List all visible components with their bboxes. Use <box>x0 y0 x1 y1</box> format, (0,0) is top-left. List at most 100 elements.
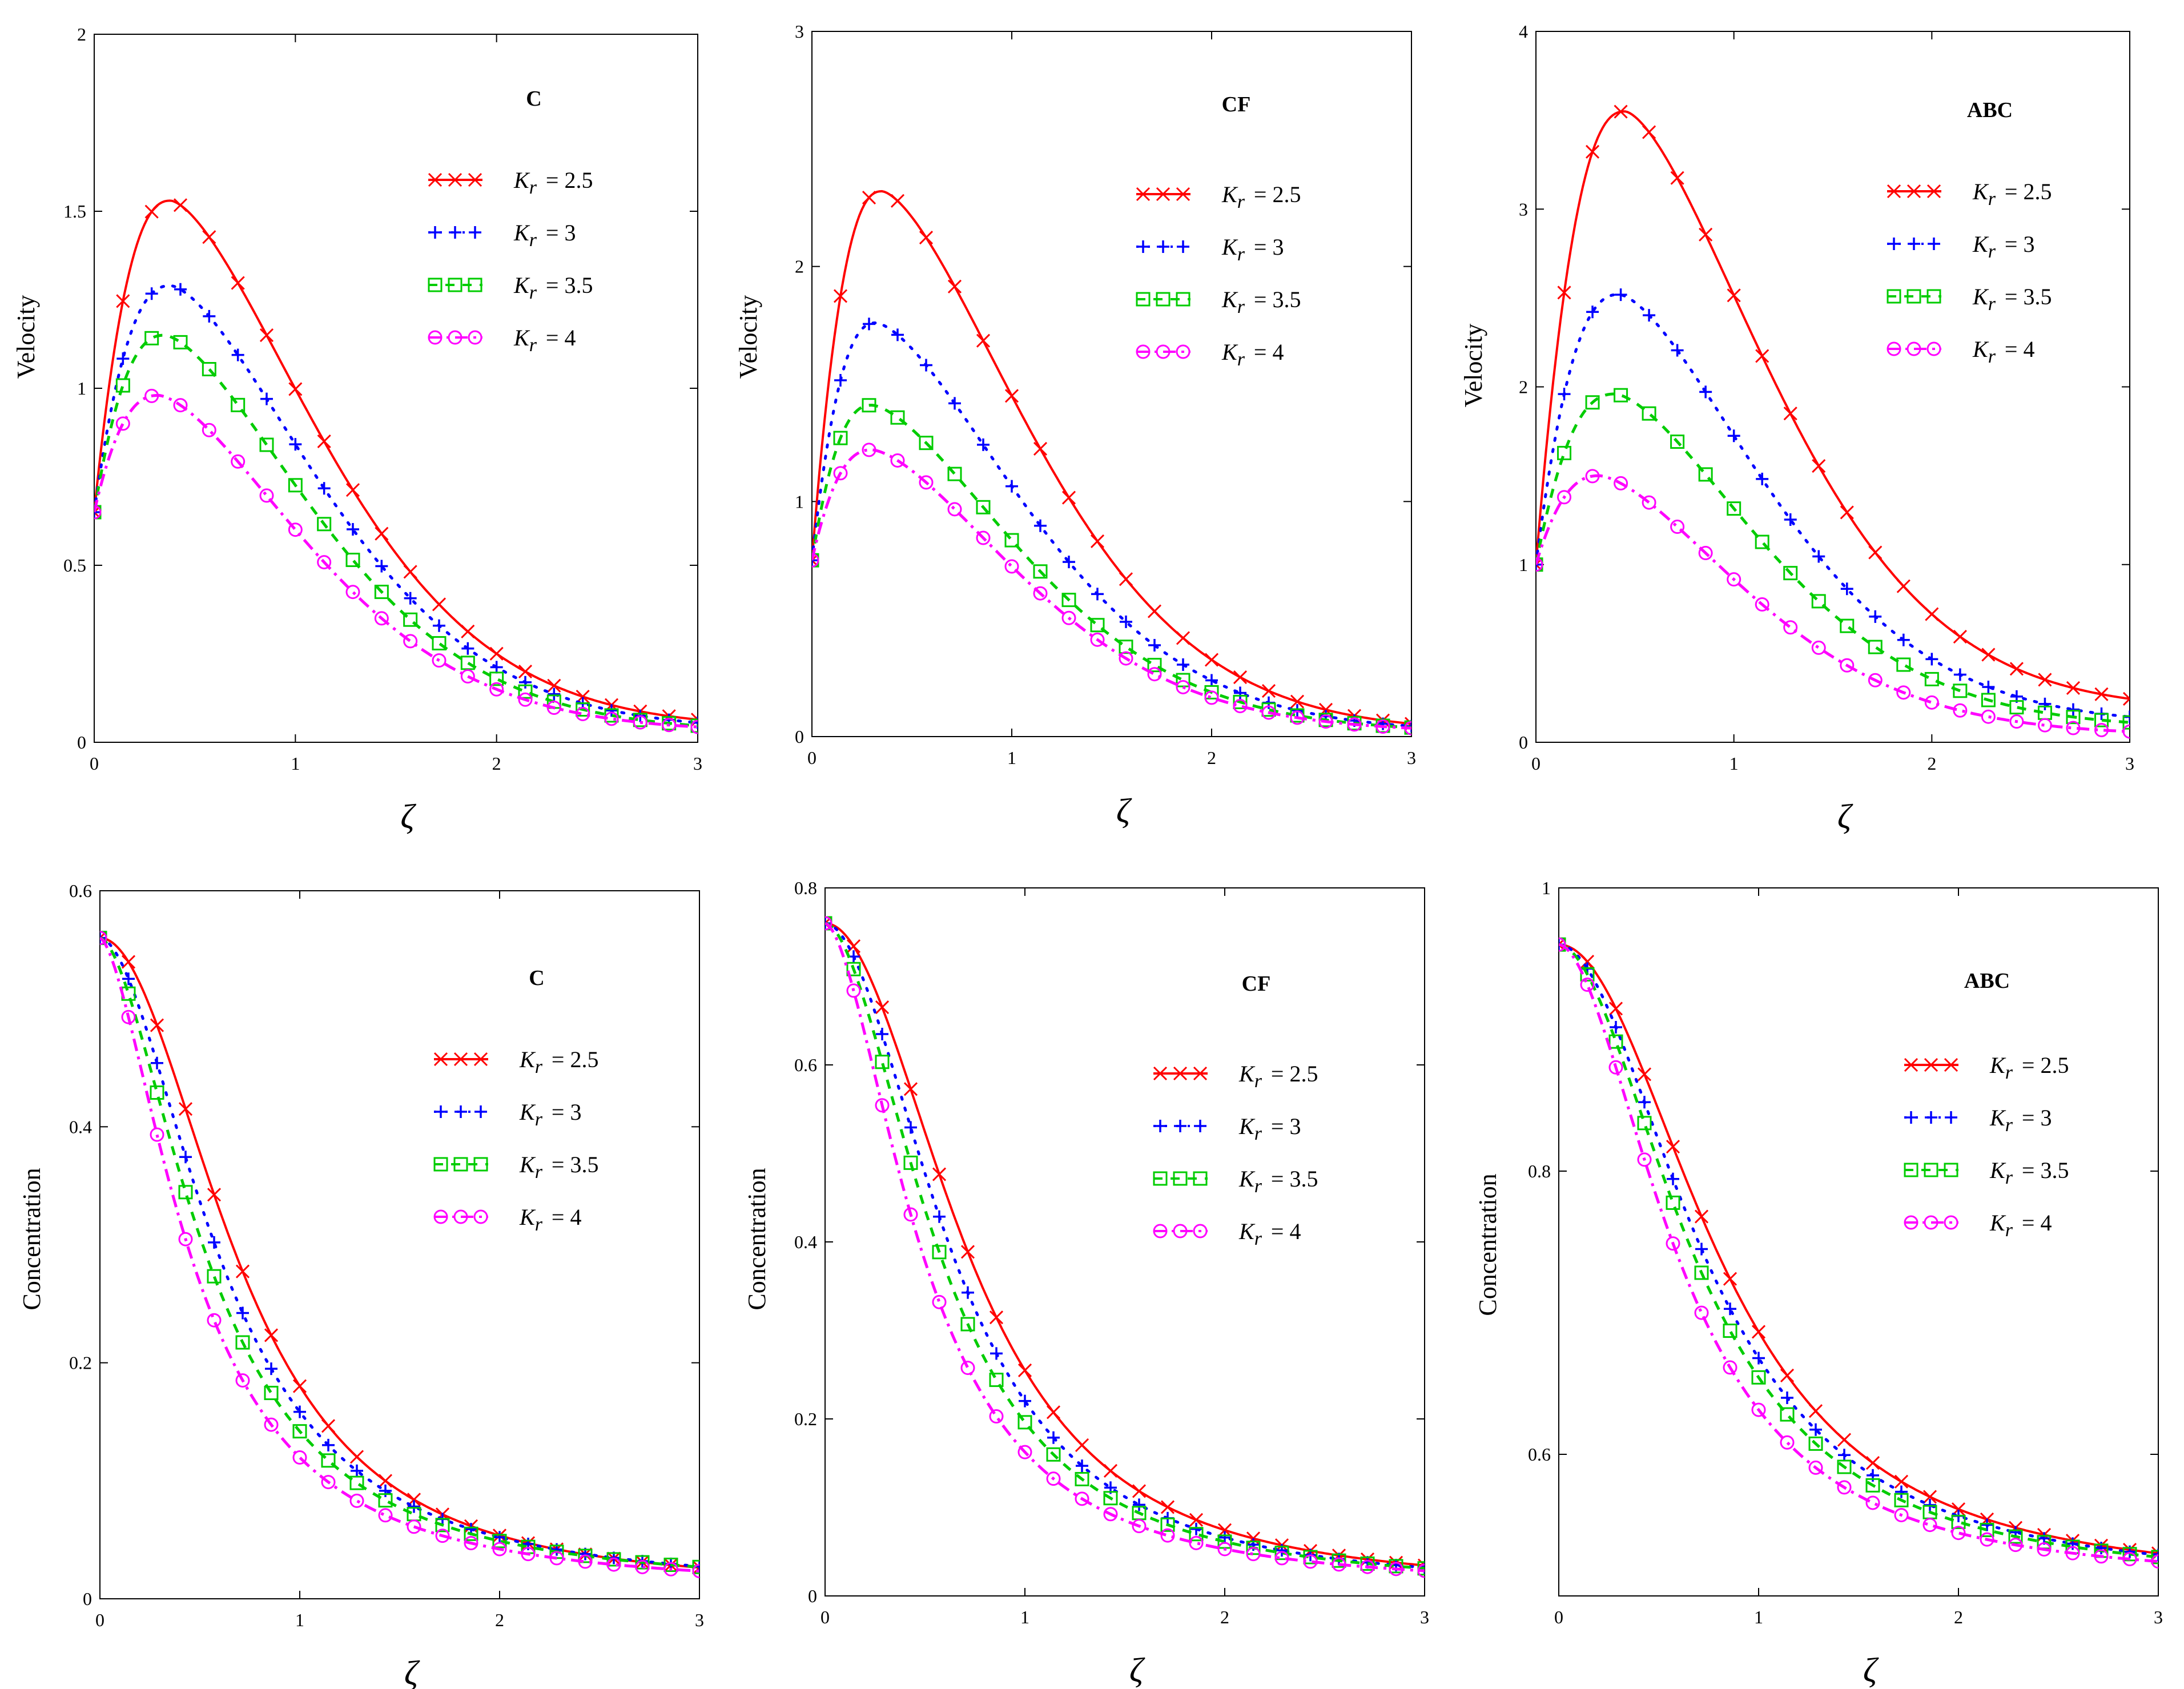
data-point <box>150 1018 164 1032</box>
x-tick-label: 2 <box>1207 747 1216 768</box>
data-point <box>1666 1140 1680 1154</box>
legend-marker <box>453 1157 468 1172</box>
legend-label: Kr = 2.5 <box>1972 179 2052 210</box>
x-axis-label: ζ <box>400 798 416 835</box>
data-point <box>989 1310 1004 1325</box>
legend-marker <box>1193 1224 1208 1238</box>
legend-marker <box>1177 240 1189 253</box>
data-point <box>435 1518 450 1533</box>
data-point <box>2066 703 2080 716</box>
x-tick-label: 1 <box>1754 1607 1763 1627</box>
data-point <box>236 1306 249 1320</box>
data-point <box>1922 1518 1937 1533</box>
data-point <box>1924 695 1939 710</box>
data-point <box>1147 667 1162 682</box>
data-point <box>519 675 532 689</box>
data-point <box>549 1551 564 1566</box>
data-point <box>1922 1490 1937 1504</box>
data-point <box>1666 1195 1680 1210</box>
data-point <box>1637 1067 1652 1081</box>
data-point <box>1417 1563 1425 1578</box>
data-point <box>1666 1236 1680 1251</box>
data-point <box>403 565 417 579</box>
x-axis-label: ζ <box>1116 792 1132 830</box>
series-line <box>1536 293 2130 718</box>
data-point <box>1004 389 1019 403</box>
legend-marker <box>1887 184 1901 199</box>
data-point <box>1586 305 1599 319</box>
data-point <box>846 962 861 976</box>
series-2 <box>812 317 1411 733</box>
data-point <box>2151 1554 2158 1569</box>
data-point <box>1812 550 1825 563</box>
legend-label: Kr = 2.5 <box>1221 182 1301 212</box>
legend-marker <box>428 330 443 345</box>
legend-marker <box>1887 341 1901 356</box>
series-line <box>100 936 699 1569</box>
data-point <box>1783 407 1797 421</box>
data-point <box>1727 288 1741 303</box>
data-point <box>2038 673 2052 687</box>
data-point <box>349 1450 364 1464</box>
legend-marker <box>435 1105 447 1118</box>
data-point <box>288 522 303 537</box>
data-point <box>933 1210 946 1223</box>
data-point <box>1727 572 1741 587</box>
data-point <box>347 523 359 536</box>
data-point <box>1812 459 1826 473</box>
data-point <box>976 333 991 348</box>
data-point <box>947 502 962 517</box>
legend-marker <box>468 172 482 187</box>
data-point <box>1261 705 1276 720</box>
legend-item-1: Kr = 2.5 <box>433 1047 598 1077</box>
data-point <box>288 478 303 493</box>
legend-marker <box>1194 1120 1206 1132</box>
data-point <box>548 687 561 701</box>
data-point <box>1865 1456 1880 1470</box>
data-point <box>1614 104 1628 119</box>
legend-label: Kr = 4 <box>1221 339 1284 370</box>
data-point <box>404 592 417 605</box>
data-point <box>1670 171 1684 185</box>
legend-label: Kr = 3.5 <box>1989 1157 2069 1188</box>
data-point <box>2037 1542 2052 1557</box>
legend-item-3: Kr = 3.5 <box>433 1152 598 1183</box>
data-point <box>321 1475 336 1490</box>
data-point <box>1132 1519 1147 1534</box>
data-point <box>432 653 447 668</box>
x-axis-label: ζ <box>1863 1651 1879 1689</box>
data-point <box>460 656 475 670</box>
y-tick-label: 0 <box>795 726 804 747</box>
data-point <box>375 526 389 541</box>
data-point <box>292 1379 307 1393</box>
data-point <box>403 612 418 627</box>
data-point <box>1233 694 1248 709</box>
data-point <box>1290 694 1305 709</box>
x-tick-label: 1 <box>291 753 300 774</box>
data-point <box>1205 674 1218 687</box>
data-point <box>207 1269 222 1284</box>
legend-item-2: Kr = 3 <box>1153 1113 1301 1144</box>
data-point <box>2094 1549 2109 1564</box>
legend-marker <box>473 1209 488 1224</box>
data-point <box>1868 673 1883 687</box>
data-point <box>1404 721 1411 735</box>
data-point <box>692 1564 699 1579</box>
x-tick-label: 0 <box>1554 1607 1563 1627</box>
data-point <box>1303 1554 1318 1569</box>
legend-marker <box>1904 1215 1918 1230</box>
data-point <box>690 719 698 734</box>
data-point <box>259 328 274 343</box>
data-point <box>349 1475 364 1490</box>
data-point <box>493 1531 506 1544</box>
legend-item-4: Kr = 4 <box>1904 1210 2052 1241</box>
data-point <box>432 636 447 651</box>
data-point <box>1637 1152 1652 1167</box>
series-3 <box>1559 937 2158 1565</box>
data-point <box>259 437 274 452</box>
legend-label: Kr = 4 <box>1989 1210 2052 1241</box>
legend-marker <box>1926 289 1941 304</box>
data-point <box>1061 610 1076 625</box>
legend-item-4: Kr = 4 <box>1136 339 1284 370</box>
